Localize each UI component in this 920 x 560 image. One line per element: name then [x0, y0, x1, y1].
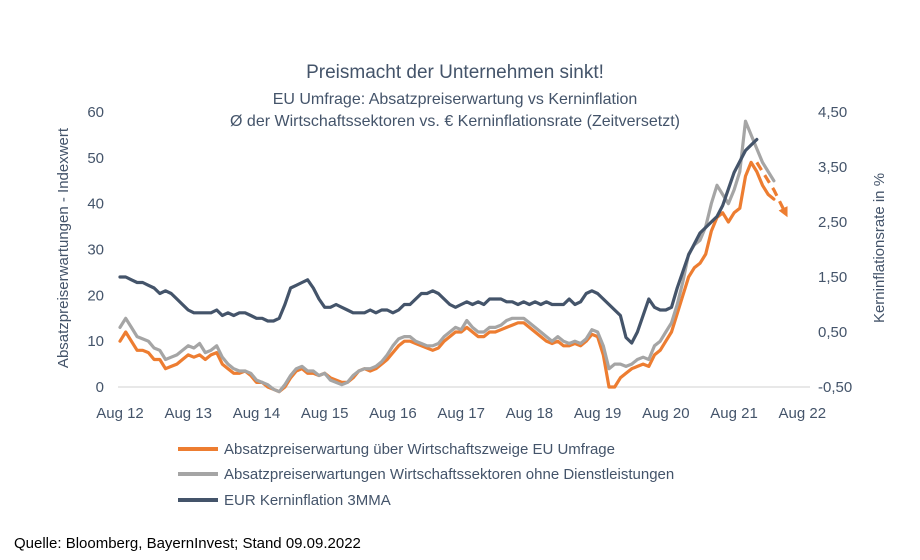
- right-tick-label: 1,50: [818, 269, 847, 286]
- x-tick-label: Aug 19: [574, 405, 622, 422]
- x-tick-label: Aug 18: [506, 405, 554, 422]
- y-axis-label-right: Kerninflationsrate in %: [871, 173, 888, 323]
- right-tick-label: -0,50: [818, 379, 852, 396]
- legend-label-series-3: EUR Kerninflation 3MMA: [224, 492, 391, 509]
- legend-label-series-1: Absatzpreiserwartung über Wirtschaftszwe…: [224, 441, 615, 458]
- right-axis-ticks: -0,50 0,50 1,50 2,50 3,50 4,50: [818, 104, 852, 396]
- y-axis-label-left: Absatzpreiserwartungen - Indexwert: [55, 127, 72, 368]
- source-note: Quelle: Bloomberg, BayernInvest; Stand 0…: [14, 535, 361, 552]
- legend-label-series-2: Absatzpreiserwartungen Wirtschaftssektor…: [224, 466, 674, 483]
- left-tick-label: 0: [96, 379, 104, 396]
- left-tick-label: 60: [87, 104, 104, 121]
- series-line-1: [118, 160, 776, 394]
- chart-title: Preismacht der Unternehmen sinkt!: [306, 62, 604, 83]
- x-tick-label: Aug 20: [642, 405, 690, 422]
- x-tick-label: Aug 14: [233, 405, 281, 422]
- left-tick-label: 40: [87, 196, 104, 213]
- chart-subtitle-1: EU Umfrage: Absatzpreiserwartung vs Kern…: [273, 91, 638, 108]
- right-tick-label: 2,50: [818, 214, 847, 231]
- x-tick-label: Aug 21: [710, 405, 758, 422]
- series-line-2: [118, 119, 776, 394]
- series-line-3: [118, 137, 759, 345]
- chart-subtitle-2: Ø der Wirtschaftssektoren vs. € Kerninfl…: [230, 113, 680, 130]
- left-axis-ticks: 0 10 20 30 40 50 60: [87, 104, 104, 396]
- legend: Absatzpreiserwartung über Wirtschaftszwe…: [178, 441, 674, 509]
- projection-arrow: [755, 161, 788, 218]
- left-tick-label: 20: [87, 287, 104, 304]
- left-tick-label: 10: [87, 333, 104, 350]
- x-axis-ticks: Aug 12 Aug 13 Aug 14 Aug 15 Aug 16 Aug 17 Aug …: [96, 405, 826, 422]
- series-layer: [118, 119, 788, 394]
- right-tick-label: 0,50: [818, 324, 847, 341]
- left-tick-label: 50: [87, 150, 104, 167]
- x-tick-label: Aug 13: [164, 405, 212, 422]
- x-tick-label: Aug 16: [369, 405, 417, 422]
- left-tick-label: 30: [87, 242, 104, 259]
- right-tick-label: 4,50: [818, 104, 847, 121]
- x-tick-label: Aug 22: [779, 405, 827, 422]
- x-tick-label: Aug 17: [437, 405, 485, 422]
- right-tick-label: 3,50: [818, 159, 847, 176]
- x-tick-label: Aug 15: [301, 405, 349, 422]
- x-tick-label: Aug 12: [96, 405, 144, 422]
